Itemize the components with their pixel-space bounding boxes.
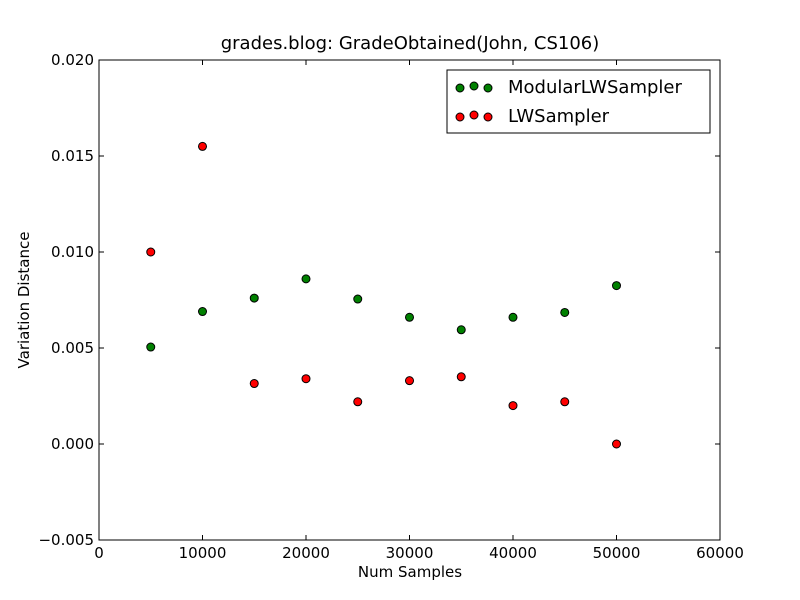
- x-tick-label: 50000: [593, 544, 641, 562]
- legend-marker-lwsampler: [455, 112, 465, 122]
- legend-label-modularlwsampler: ModularLWSampler: [508, 77, 682, 98]
- point-modularlwsampler: [508, 312, 518, 322]
- point-modularlwsampler: [198, 307, 207, 317]
- point-modularlwsampler: [456, 325, 466, 335]
- point-modularlwsampler: [612, 281, 621, 291]
- y-tick-label: 0.010: [51, 243, 94, 261]
- legend: ModularLWSampler LWSampler: [446, 69, 711, 134]
- legend-marker-lwsampler: [483, 112, 493, 122]
- point-lwsampler: [353, 397, 363, 407]
- y-axis-title: Variation Distance: [15, 232, 33, 369]
- y-tick-label: −0.005: [38, 531, 94, 549]
- x-tick-label: 40000: [489, 544, 537, 562]
- point-lwsampler: [405, 376, 414, 386]
- legend-marker-modularlwsampler: [455, 83, 465, 93]
- x-tick-label: 0: [94, 544, 104, 562]
- point-modularlwsampler: [146, 342, 156, 352]
- point-lwsampler: [560, 397, 570, 407]
- x-tick-label: 20000: [282, 544, 330, 562]
- x-tick-label: 60000: [696, 544, 744, 562]
- legend-box: [446, 69, 711, 134]
- x-tick-label: 30000: [386, 544, 434, 562]
- y-tick-label: 0.020: [51, 51, 94, 69]
- x-axis-title: Num Samples: [358, 563, 462, 581]
- point-lwsampler: [508, 401, 518, 411]
- x-tick-label: 10000: [179, 544, 227, 562]
- legend-label-lwsampler: LWSampler: [508, 106, 610, 127]
- point-lwsampler: [612, 439, 621, 449]
- y-tick-label: 0.005: [51, 339, 94, 357]
- point-modularlwsampler: [560, 307, 570, 317]
- legend-marker-modularlwsampler: [469, 81, 479, 91]
- y-tick-label: 0.015: [51, 147, 94, 165]
- legend-marker-modularlwsampler: [483, 83, 493, 93]
- point-modularlwsampler: [353, 294, 363, 304]
- y-tick-label: 0.000: [51, 435, 94, 453]
- point-lwsampler: [249, 379, 259, 389]
- point-lwsampler: [146, 247, 156, 257]
- point-modularlwsampler: [301, 274, 311, 284]
- point-modularlwsampler: [249, 293, 259, 303]
- point-lwsampler: [301, 374, 311, 384]
- point-modularlwsampler: [405, 312, 414, 322]
- legend-marker-lwsampler: [469, 110, 479, 120]
- data-points: [146, 141, 621, 449]
- plot-area: [98, 59, 721, 541]
- y-axis: −0.005 0.000 0.005 0.010 0.015 0.020: [38, 51, 720, 549]
- x-axis: 0 10000 20000 30000 40000 50000 60000: [94, 60, 744, 562]
- chart-title: grades.blog: GradeObtained(John, CS106): [221, 33, 600, 54]
- point-lwsampler: [198, 141, 207, 151]
- point-lwsampler: [456, 372, 466, 382]
